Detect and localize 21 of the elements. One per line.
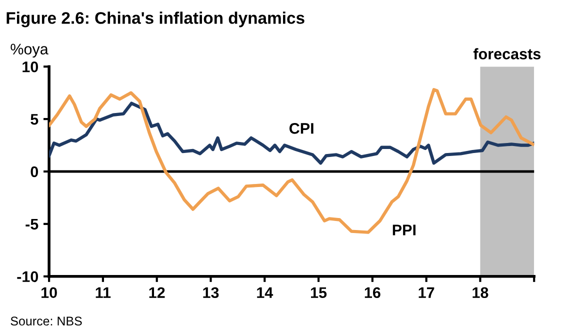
series-label: CPI <box>289 122 314 134</box>
source-note: Source: NBS <box>10 316 82 326</box>
x-tick-label: 18 <box>472 287 488 298</box>
x-tick-label: 11 <box>96 287 111 298</box>
x-tick-label: 17 <box>418 287 434 298</box>
chart-title: Figure 2.6: China's inflation dynamics <box>6 12 304 28</box>
y-tick-label: -5 <box>26 218 38 230</box>
x-tick-label: 14 <box>257 287 274 298</box>
x-tick-label: 16 <box>364 287 380 298</box>
y-axis-title: %oya <box>10 44 48 58</box>
line-series <box>49 102 534 165</box>
series-label: PPI <box>392 224 416 236</box>
x-tick-label: 10 <box>42 287 57 298</box>
band-label: forecasts <box>473 48 541 60</box>
x-tick-label: 15 <box>311 287 327 298</box>
x-tick-label: 13 <box>203 287 219 298</box>
y-tick-label: 0 <box>30 166 38 178</box>
x-tick-label: 12 <box>149 287 165 298</box>
y-tick-label: -10 <box>17 271 38 282</box>
y-tick-label: 10 <box>22 61 38 72</box>
y-tick-label: 5 <box>30 114 38 125</box>
